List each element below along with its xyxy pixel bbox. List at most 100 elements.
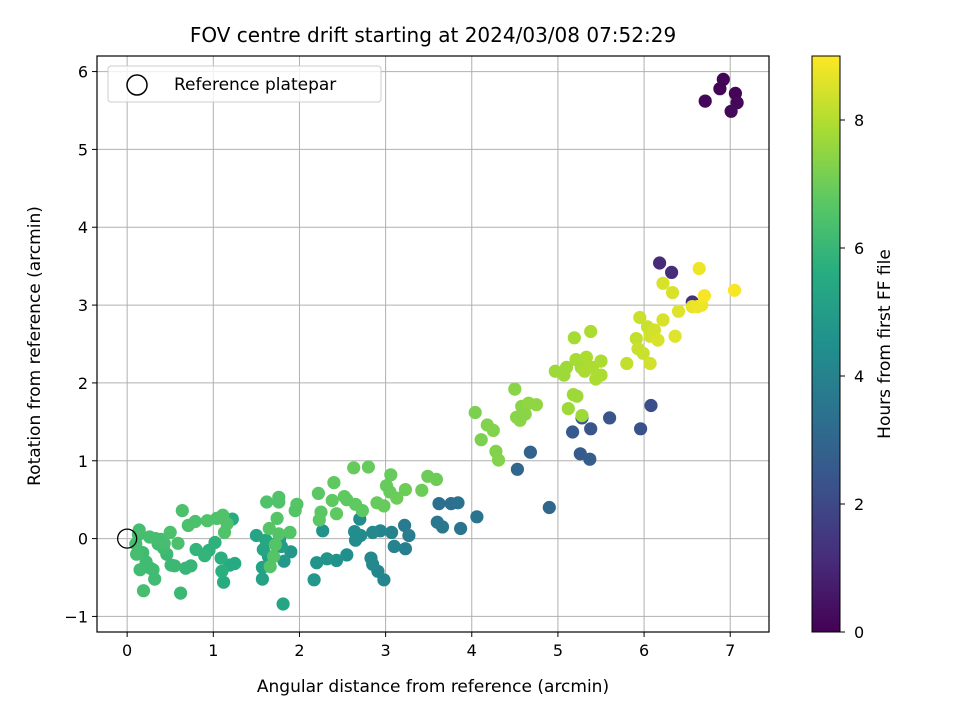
data-point xyxy=(272,495,286,509)
data-point xyxy=(603,411,617,425)
data-point xyxy=(276,597,290,611)
colorbar-frame xyxy=(811,55,841,633)
data-point xyxy=(268,538,282,552)
data-point xyxy=(272,527,286,541)
data-point xyxy=(130,547,144,561)
data-point xyxy=(320,552,334,566)
data-point xyxy=(189,542,203,557)
y-tick-label: 2 xyxy=(78,374,88,393)
data-point xyxy=(398,518,412,533)
data-point xyxy=(377,499,391,513)
data-point xyxy=(164,558,178,572)
data-point xyxy=(724,104,738,118)
data-point xyxy=(329,507,344,521)
data-point xyxy=(454,521,468,536)
data-point xyxy=(385,525,399,540)
data-point xyxy=(307,573,321,587)
colorbar: 0 2 4 6 8 Hours from first FF file xyxy=(811,55,895,642)
data-point xyxy=(629,332,643,346)
data-point xyxy=(633,310,647,325)
data-point xyxy=(567,331,581,345)
data-point xyxy=(361,460,375,474)
data-point xyxy=(644,398,658,413)
data-point xyxy=(355,504,369,518)
x-tick-label: 5 xyxy=(553,641,563,660)
data-point xyxy=(651,333,665,347)
data-point xyxy=(432,497,446,511)
data-point xyxy=(634,422,648,436)
data-point xyxy=(575,409,589,423)
data-point xyxy=(692,261,706,276)
data-point xyxy=(713,82,727,96)
data-point xyxy=(263,560,277,574)
data-point xyxy=(435,520,450,534)
data-point xyxy=(366,557,380,571)
x-tick-label: 0 xyxy=(122,641,132,660)
data-point xyxy=(665,265,679,279)
data-point xyxy=(267,549,281,564)
data-point xyxy=(451,496,465,510)
data-point xyxy=(325,493,339,508)
data-point xyxy=(379,479,394,493)
y-tick-label: 5 xyxy=(78,140,88,159)
colorbar-tick-label: 6 xyxy=(854,239,864,258)
data-point xyxy=(647,323,662,337)
data-point xyxy=(620,356,634,371)
data-point xyxy=(594,368,608,382)
legend-box xyxy=(107,65,382,103)
colorbar-tick-label: 0 xyxy=(854,623,864,642)
data-point xyxy=(668,329,682,343)
colorbar-tick-label: 4 xyxy=(854,367,864,386)
data-point xyxy=(579,350,594,364)
x-tick-label: 2 xyxy=(294,641,304,660)
data-point xyxy=(148,572,162,586)
data-point xyxy=(559,360,574,374)
y-tick-label: 1 xyxy=(78,452,88,471)
data-point xyxy=(698,94,712,108)
data-point xyxy=(163,525,177,540)
data-point xyxy=(175,504,189,518)
data-point xyxy=(518,407,532,421)
y-tick-label: 6 xyxy=(78,63,88,82)
data-point xyxy=(277,554,291,568)
colorbar-tick-label: 2 xyxy=(854,495,864,514)
data-point xyxy=(366,525,380,540)
data-point xyxy=(215,564,229,578)
data-point xyxy=(584,422,598,436)
data-point xyxy=(316,524,330,538)
data-point xyxy=(584,324,598,339)
y-tick-label: 3 xyxy=(78,296,88,315)
plot-area: 0 1 2 3 4 5 6 7 −1 0 1 2 3 4 5 6 xyxy=(64,55,770,660)
data-point xyxy=(529,398,544,412)
data-point xyxy=(468,405,482,420)
data-point xyxy=(157,536,171,550)
data-point xyxy=(337,490,351,504)
data-point xyxy=(398,542,412,556)
data-point xyxy=(656,313,670,327)
data-point xyxy=(327,476,341,490)
data-point xyxy=(508,382,522,396)
legend-label: Reference platepar xyxy=(174,75,336,95)
data-point xyxy=(217,575,231,589)
data-point xyxy=(561,402,575,416)
colorbar-tick-label: 8 xyxy=(854,111,864,130)
data-point xyxy=(402,528,416,543)
y-tick-label: −1 xyxy=(64,607,88,626)
data-point xyxy=(288,504,302,518)
y-axis-label: Rotation from reference (arcmin) xyxy=(25,206,45,486)
x-tick-label: 6 xyxy=(639,641,649,660)
data-point xyxy=(653,256,667,270)
x-tick-label: 1 xyxy=(208,641,218,660)
data-point xyxy=(179,561,193,575)
data-point xyxy=(727,283,742,297)
data-point xyxy=(260,495,274,509)
data-point xyxy=(643,356,657,371)
data-point xyxy=(214,551,228,565)
colorbar-label: Hours from first FF file xyxy=(875,249,895,439)
x-tick-label: 7 xyxy=(725,641,735,660)
data-point xyxy=(583,452,597,466)
data-point xyxy=(566,425,580,439)
data-point xyxy=(348,533,363,547)
x-axis-label: Angular distance from reference (arcmin) xyxy=(257,677,609,697)
x-tick-label: 3 xyxy=(381,641,391,660)
